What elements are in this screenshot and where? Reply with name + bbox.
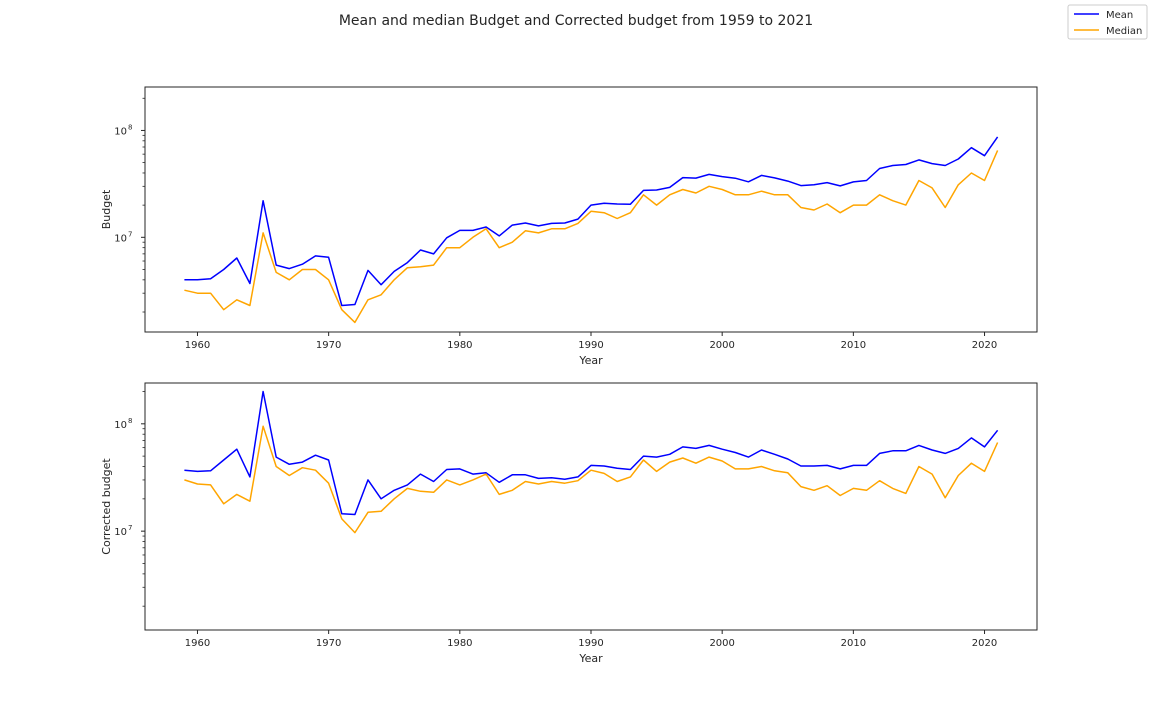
- x-tick-label: 1970: [316, 638, 341, 649]
- x-tick-label: 2000: [709, 638, 734, 649]
- y-tick-label: 10: [114, 233, 127, 244]
- y-tick-exponent: 7: [128, 230, 132, 238]
- y-axis-label: Budget: [100, 189, 113, 229]
- figure-title: Mean and median Budget and Corrected bud…: [339, 13, 813, 29]
- legend-mean-label: Mean: [1106, 10, 1133, 21]
- series-line-mean: [184, 136, 999, 307]
- legend: Mean Median: [1067, 4, 1148, 40]
- y-tick-label: 10: [114, 420, 127, 431]
- y-axis-label: Corrected budget: [100, 458, 113, 555]
- x-tick-label: 2010: [841, 638, 866, 649]
- x-tick-label: 1970: [316, 340, 341, 351]
- x-axis-label: Year: [578, 652, 603, 665]
- x-tick-label: 2020: [972, 638, 997, 649]
- x-tick-label: 1980: [447, 340, 472, 351]
- y-tick-exponent: 8: [128, 123, 132, 131]
- x-tick-label: 2000: [709, 340, 734, 351]
- x-tick-label: 1990: [578, 340, 603, 351]
- y-tick-label: 10: [114, 527, 127, 538]
- series-line-median: [184, 425, 999, 534]
- legend-median-label: Median: [1106, 26, 1142, 37]
- x-tick-label: 1980: [447, 638, 472, 649]
- y-tick-exponent: 7: [128, 524, 132, 532]
- x-tick-label: 1960: [185, 340, 210, 351]
- series-line-mean: [184, 390, 999, 516]
- plot-frame: [144, 86, 1038, 333]
- x-axis-label: Year: [578, 354, 603, 367]
- x-tick-label: 2020: [972, 340, 997, 351]
- x-tick-label: 2010: [841, 340, 866, 351]
- x-tick-label: 1990: [578, 638, 603, 649]
- x-tick-label: 1960: [185, 638, 210, 649]
- series-line-median: [184, 150, 999, 324]
- y-tick-label: 10: [114, 126, 127, 137]
- plot-frame: [144, 382, 1038, 631]
- y-tick-exponent: 8: [128, 417, 132, 425]
